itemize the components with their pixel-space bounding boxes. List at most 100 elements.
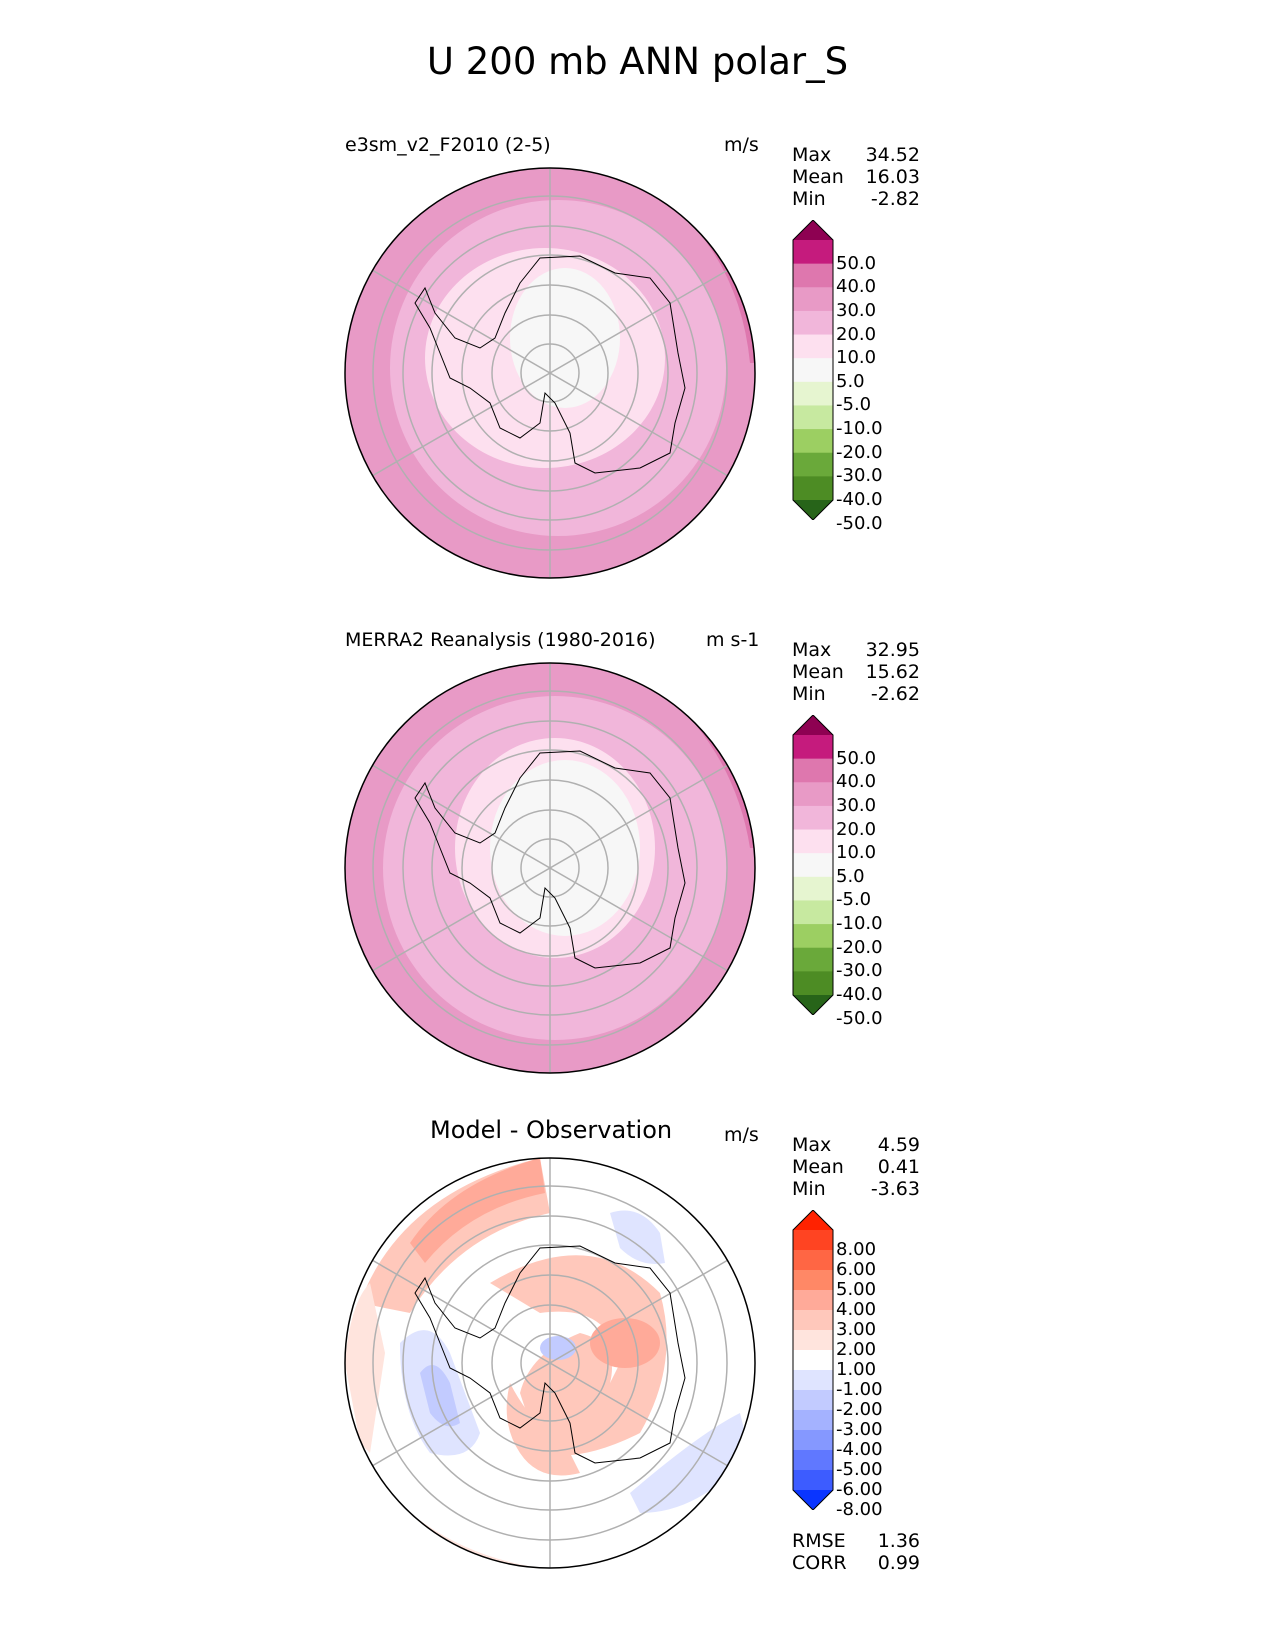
units-label: m/s bbox=[724, 1124, 759, 1146]
colorbar-segment bbox=[793, 452, 833, 477]
colorbar-segment bbox=[793, 263, 833, 288]
units-label: m s-1 bbox=[706, 629, 760, 651]
panel-model: e3sm_v2_F2010 (2-5) m/s Max 34.52 Mean 16.… bbox=[0, 120, 1275, 600]
colorbar-tick-label: 1.00 bbox=[836, 1359, 877, 1380]
colorbar-segment bbox=[793, 1310, 833, 1331]
field-negative-west-strong bbox=[420, 1365, 460, 1427]
colorbar-tick-label: 5.0 bbox=[836, 370, 865, 392]
colorbar-tick-label: 50.0 bbox=[836, 252, 877, 274]
colorbar-extend-max bbox=[793, 220, 833, 240]
colorbar-segment bbox=[793, 1370, 833, 1391]
panel-diff: Model - Observation m/s bbox=[0, 1110, 1275, 1630]
colorbar-segment bbox=[793, 1410, 833, 1431]
colorbar-tick-label: -3.00 bbox=[836, 1419, 883, 1440]
colorbar-segment bbox=[793, 381, 833, 406]
colorbar-segment bbox=[793, 405, 833, 430]
colorbar-segment bbox=[793, 829, 833, 854]
colorbar bbox=[792, 715, 834, 1015]
colorbar-tick-label: 40.0 bbox=[836, 276, 877, 298]
colorbar-tick-label: 5.00 bbox=[836, 1279, 877, 1300]
map-boundary bbox=[344, 167, 756, 579]
field-positive-south bbox=[506, 1383, 580, 1476]
panel-title: Model - Observation bbox=[430, 1116, 673, 1144]
colorbar-segment bbox=[793, 782, 833, 807]
colorbar-tick-label: 20.0 bbox=[836, 323, 877, 345]
colorbar-segment bbox=[793, 334, 833, 359]
colorbar-tick-label: 3.00 bbox=[836, 1319, 877, 1340]
antarctica-coastline bbox=[414, 1245, 686, 1464]
colorbar-tick-label: 4.00 bbox=[836, 1299, 877, 1320]
colorbar-segment bbox=[793, 1290, 833, 1311]
colorbar-tick-label: 2.00 bbox=[836, 1339, 877, 1360]
colorbar-tick-label: 10.0 bbox=[836, 842, 877, 864]
colorbar-segment bbox=[793, 805, 833, 831]
colorbar-segment bbox=[793, 947, 833, 972]
colorbar-tick-label: 6.00 bbox=[836, 1259, 877, 1280]
colorbar-tick-label: -2.00 bbox=[836, 1399, 883, 1420]
colorbar-segment bbox=[793, 924, 833, 949]
colorbar-tick-label: 8.00 bbox=[836, 1239, 877, 1260]
colorbar-extend-max bbox=[793, 715, 833, 735]
stats-block: Max 34.52 Mean 16.03 Min -2.82 bbox=[792, 144, 920, 210]
colorbar bbox=[792, 1210, 834, 1510]
colorbar-segment bbox=[793, 1330, 833, 1351]
colorbar-tick-label: -5.0 bbox=[836, 394, 872, 416]
colorbar-tick-label: 30.0 bbox=[836, 794, 877, 816]
colorbar-extend-max bbox=[793, 1210, 833, 1230]
colorbar-tick-label: 5.0 bbox=[836, 865, 865, 887]
colorbar-segment bbox=[793, 429, 833, 454]
colorbar-segment bbox=[793, 971, 833, 996]
colorbar-tick-label: 40.0 bbox=[836, 771, 877, 793]
colorbar-segment bbox=[793, 240, 833, 265]
colorbar-tick-label: -40.0 bbox=[836, 984, 883, 1005]
colorbar-tick-label: -40.0 bbox=[836, 489, 883, 510]
colorbar-segment bbox=[793, 758, 833, 783]
colorbar-segment bbox=[793, 1250, 833, 1271]
colorbar-tick-label: -5.00 bbox=[836, 1459, 883, 1480]
colorbar-tick-label: -10.0 bbox=[836, 418, 883, 440]
colorbar-tick-label: -10.0 bbox=[836, 913, 883, 935]
colorbar-tick-label: -30.0 bbox=[836, 465, 883, 487]
colorbar-segment bbox=[793, 287, 833, 312]
colorbar-segment bbox=[793, 1230, 833, 1251]
colorbar-segment bbox=[793, 1450, 833, 1471]
colorbar-segment bbox=[793, 310, 833, 336]
colorbar-segment bbox=[793, 1390, 833, 1411]
colorbar-tick-label: 50.0 bbox=[836, 747, 877, 769]
colorbar-outline bbox=[792, 715, 834, 1015]
field-positive-nw-strong bbox=[410, 1158, 545, 1263]
field-negative-center bbox=[540, 1336, 576, 1360]
map-boundary bbox=[344, 1157, 756, 1569]
field-negative-se bbox=[630, 1413, 750, 1513]
antarctica-coastline bbox=[414, 255, 686, 474]
colorbar-segment bbox=[793, 1430, 833, 1451]
graticule bbox=[371, 1158, 729, 1568]
colorbar-tick-label: -50.0 bbox=[836, 512, 883, 534]
colorbar-segment bbox=[793, 476, 833, 501]
colorbar-segment bbox=[793, 1470, 833, 1491]
colorbar-segment bbox=[793, 1270, 833, 1291]
panel-obs: MERRA2 Reanalysis (1980-2016) m s-1 Max 3… bbox=[0, 615, 1275, 1095]
field-band-5 bbox=[490, 760, 640, 936]
colorbar-tick-label: 30.0 bbox=[836, 299, 877, 321]
colorbar-segment bbox=[793, 900, 833, 925]
colorbar-segment bbox=[793, 735, 833, 760]
colorbar-tick-label: -1.00 bbox=[836, 1379, 883, 1400]
colorbar-outline bbox=[792, 220, 834, 520]
field-negative-ne bbox=[610, 1210, 665, 1264]
colorbar-segment bbox=[793, 853, 833, 878]
colorbar-segment bbox=[793, 1350, 833, 1371]
field-positive-w bbox=[345, 1283, 385, 1453]
colorbar-segment bbox=[793, 358, 833, 383]
colorbar-tick-label: -20.0 bbox=[836, 441, 883, 463]
colorbar-tick-label: -50.0 bbox=[836, 1007, 883, 1029]
colorbar-tick-label: -20.0 bbox=[836, 936, 883, 958]
colorbar bbox=[792, 220, 834, 520]
colorbar-tick-label: 10.0 bbox=[836, 347, 877, 369]
stats-block: Max 32.95 Mean 15.62 Min -2.62 bbox=[792, 639, 920, 705]
colorbar-tick-label: -4.00 bbox=[836, 1439, 883, 1460]
figure-title: U 200 mb ANN polar_S bbox=[426, 40, 849, 83]
colorbar-tick-label: -8.00 bbox=[836, 1499, 883, 1520]
map-boundary bbox=[344, 662, 756, 1074]
colorbar-tick-label: 20.0 bbox=[836, 818, 877, 840]
